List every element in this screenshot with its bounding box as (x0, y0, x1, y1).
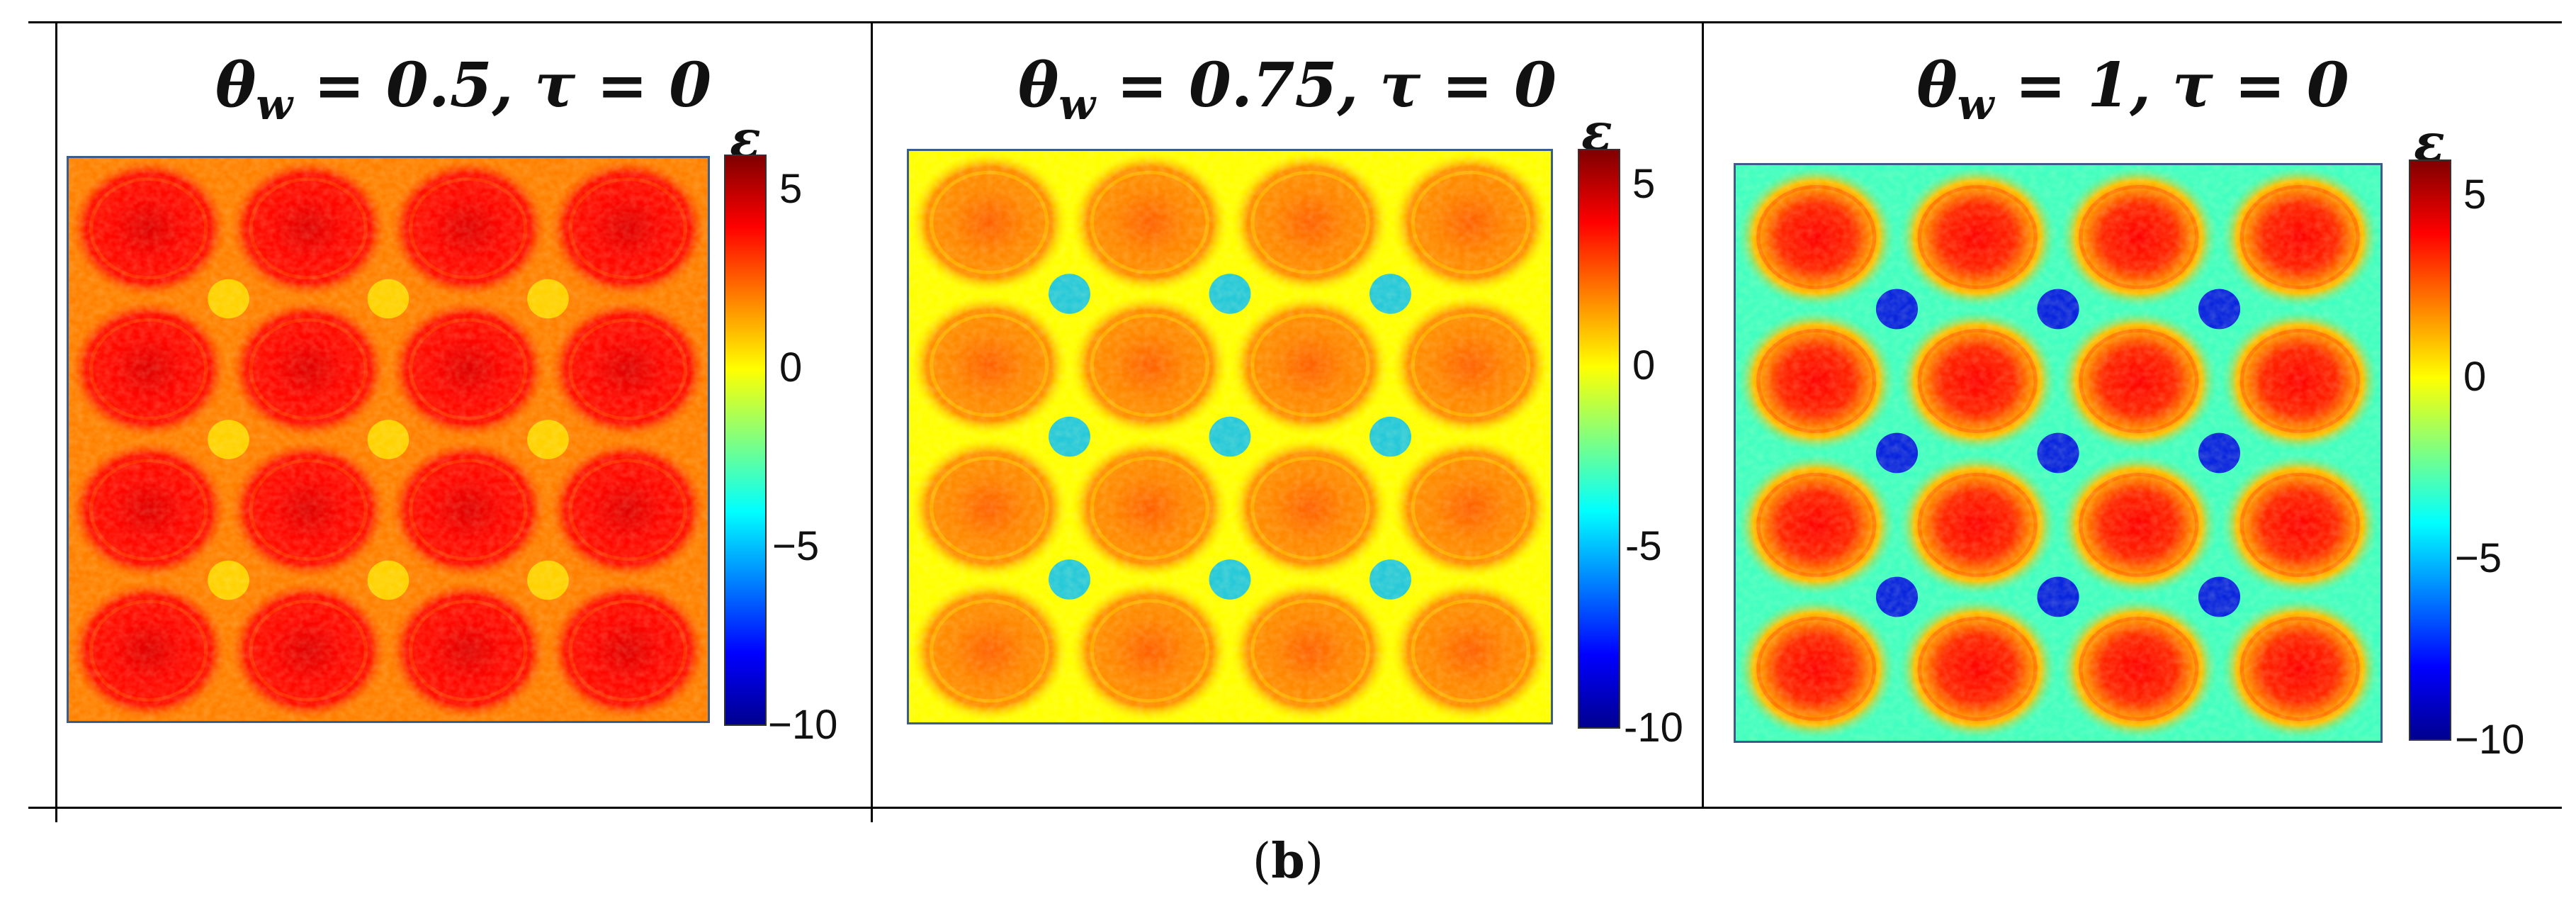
heatmap-svg (69, 158, 708, 721)
panel-1: θw = 0.5, τ = 0 ε 5 0 −5 −10 (57, 21, 870, 808)
panel-2: θw = 0.75, τ = 0 ε 5 0 -5 -10 (873, 21, 1702, 808)
frame-bottom-line (28, 807, 2562, 809)
heatmap-plot (1734, 163, 2383, 743)
panel-title: θw = 0.75, τ = 0 (1018, 50, 1557, 130)
colorbar-tick-label: −5 (2455, 534, 2502, 581)
heatmap-plot (907, 149, 1553, 724)
colorbar-symbol: ε (2414, 112, 2445, 172)
panel-3: θw = 1, τ = 0 ε 5 0 −5 −10 (1704, 21, 2562, 808)
colorbar-tick-label: -5 (1625, 523, 1662, 570)
frame-left-line (55, 21, 57, 822)
colorbar (2409, 159, 2451, 741)
heatmap-texture (909, 151, 1551, 722)
panel-title: θw = 1, τ = 0 (1916, 50, 2349, 130)
colorbar-tick-label: 0 (2463, 353, 2487, 400)
heatmap-texture (1736, 165, 2380, 741)
colorbar-tick-label: 5 (779, 166, 803, 213)
colorbar-tick-label: −10 (2455, 717, 2525, 763)
colorbar-tick-label: −10 (768, 702, 838, 748)
colorbar (724, 155, 767, 726)
heatmap-svg (909, 151, 1551, 722)
colorbar-tick-label: 5 (1632, 161, 1656, 208)
panel-title: θw = 0.5, τ = 0 (215, 50, 712, 130)
colorbar-tick-label: −5 (772, 523, 820, 570)
colorbar-tick-label: 0 (1632, 342, 1656, 388)
divider-1 (871, 21, 873, 822)
heatmap-plot (67, 156, 710, 723)
colorbar-tick-label: 0 (779, 345, 803, 391)
figure-caption: (b) (1252, 833, 1324, 890)
divider-2 (1702, 21, 1704, 808)
colorbar-tick-label: 5 (2463, 172, 2487, 218)
frame-top-line (28, 21, 2562, 23)
heatmap-texture (69, 158, 708, 721)
colorbar-symbol: ε (1581, 101, 1612, 162)
heatmap-svg (1736, 165, 2380, 741)
colorbar-tick-label: -10 (1624, 705, 1683, 751)
colorbar (1578, 149, 1620, 729)
